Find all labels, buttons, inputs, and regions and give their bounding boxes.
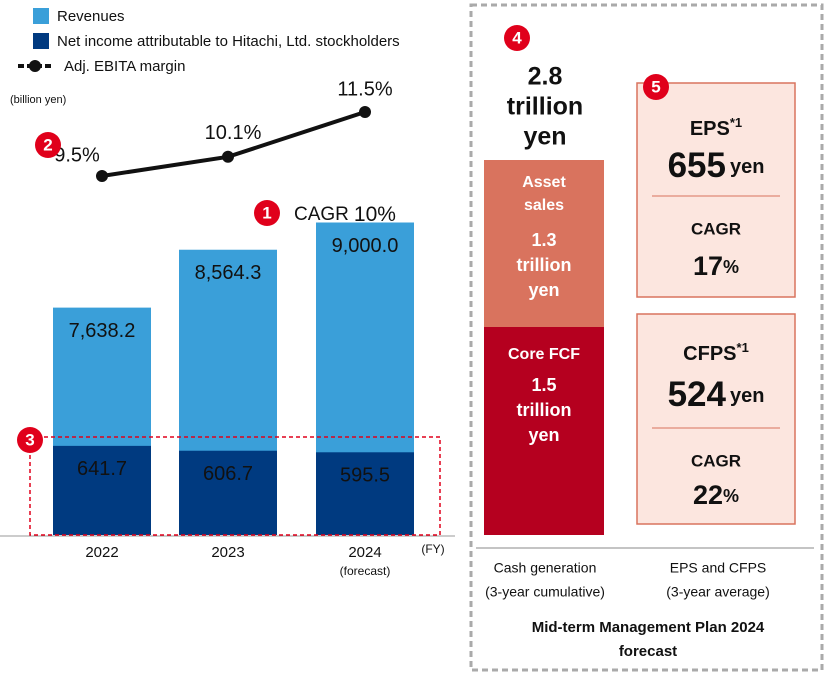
x-tick-label: 2023 — [211, 544, 244, 561]
bar-label: 9,000.0 — [332, 235, 399, 257]
legend-swatch — [33, 33, 49, 49]
cagr-label: CAGR — [691, 451, 741, 470]
unit: yen — [730, 385, 764, 407]
eps-value: 655 yen — [668, 146, 765, 185]
value: 22 — [693, 480, 723, 510]
segment-label: sales — [524, 197, 564, 214]
value: 17 — [693, 251, 723, 281]
bar-label: 7,638.2 — [69, 320, 136, 342]
caption: (3-year cumulative) — [485, 584, 605, 600]
note: *1 — [730, 115, 742, 130]
core-fcf-block — [484, 327, 604, 535]
badge — [504, 25, 530, 51]
unit: % — [723, 257, 739, 277]
badge — [35, 132, 61, 158]
panel-frame — [469, 3, 824, 672]
point — [359, 106, 371, 118]
eps-box — [636, 82, 796, 298]
label: CAGR — [294, 204, 349, 225]
badge-label: 3 — [25, 430, 34, 449]
cfps-value: 524 yen — [668, 375, 765, 414]
value: 524 — [668, 375, 727, 414]
plan-title: forecast — [619, 643, 677, 660]
label: CFPS — [683, 343, 736, 365]
bar-label: 595.5 — [340, 465, 390, 487]
badge-label: 4 — [512, 28, 522, 47]
caption: Cash generation — [494, 560, 597, 576]
value: 10% — [354, 203, 396, 226]
bar-label: 641.7 — [77, 458, 127, 480]
badge — [17, 427, 43, 453]
x-unit: (FY) — [421, 542, 444, 556]
segment-amount: trillion — [517, 400, 572, 420]
point-label: 10.1% — [205, 122, 262, 144]
asset-sales-block — [484, 160, 604, 327]
point-label: 9.5% — [54, 144, 100, 166]
badge-label: 2 — [43, 135, 52, 154]
cash-total-unit: yen — [523, 123, 566, 151]
note: *1 — [737, 340, 749, 355]
cagr-annotation: CAGR 10% — [294, 203, 396, 226]
bar — [179, 450, 277, 535]
highlight-box — [29, 436, 441, 536]
label: EPS — [690, 118, 730, 140]
badge-label: 5 — [651, 77, 660, 96]
legend-label: Adj. EBITA margin — [64, 58, 185, 75]
unit: yen — [730, 156, 764, 178]
unit: % — [723, 486, 739, 506]
point — [222, 150, 234, 163]
bar-label: 8,564.3 — [195, 262, 262, 284]
badge — [643, 74, 669, 100]
badge-label: 1 — [262, 203, 271, 222]
badge — [254, 200, 280, 226]
segment-amount: 1.3 — [531, 230, 556, 250]
segment-label: Core FCF — [508, 346, 580, 363]
bar-label: 606.7 — [203, 463, 253, 485]
value: 655 — [668, 146, 726, 185]
cagr-label: CAGR — [691, 219, 741, 238]
eps-label: EPS*1 — [690, 115, 742, 140]
x-note: (forecast) — [340, 564, 391, 578]
point — [96, 170, 108, 182]
cagr-value: 17% — [693, 251, 739, 281]
bar — [316, 452, 414, 535]
legend-marker — [29, 60, 41, 72]
caption: (3-year average) — [666, 584, 770, 600]
unit-label: (billion yen) — [10, 94, 66, 106]
legend-swatch — [33, 8, 49, 24]
cfps-label: CFPS*1 — [683, 340, 749, 365]
point-label: 11.5% — [337, 78, 392, 100]
plan-title: Mid-term Management Plan 2024 — [532, 619, 765, 636]
cfps-box — [636, 313, 796, 525]
legend-label: Net income attributable to Hitachi, Ltd.… — [57, 33, 400, 50]
segment-amount: yen — [528, 280, 559, 300]
caption: EPS and CFPS — [670, 560, 767, 576]
legend-label: Revenues — [57, 8, 125, 25]
cash-total-unit: trillion — [507, 93, 583, 121]
cash-total: 2.8 — [528, 63, 563, 91]
bar — [53, 445, 151, 535]
segment-amount: trillion — [517, 255, 572, 275]
x-tick-label: 2024 — [348, 544, 381, 561]
cagr-value: 22% — [693, 480, 739, 510]
segment-label: Asset — [522, 174, 566, 191]
segment-amount: 1.5 — [531, 375, 556, 395]
segment-amount: yen — [528, 425, 559, 445]
x-tick-label: 2022 — [85, 544, 118, 561]
